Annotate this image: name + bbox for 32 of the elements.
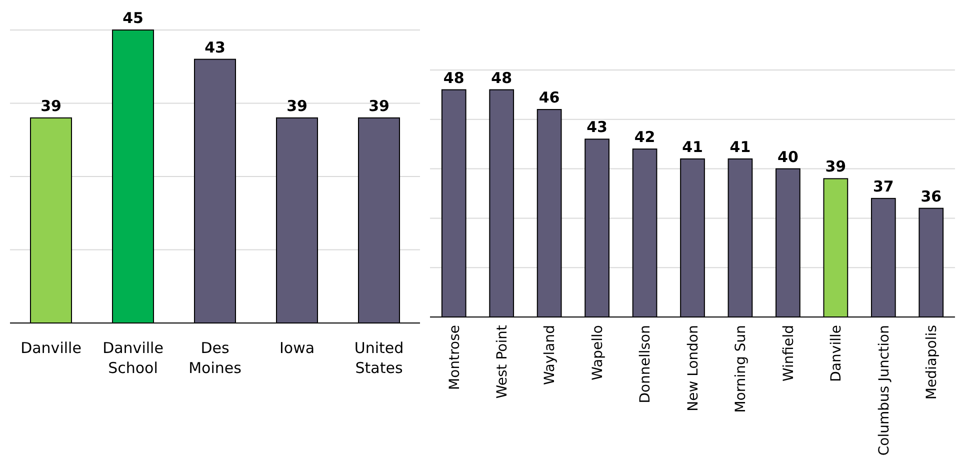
x-tick-label: Mediapolis (924, 325, 940, 400)
x-tick-label: West Point (494, 324, 510, 399)
x-tick-label: Iowa (279, 339, 315, 357)
data-label: 48 (443, 68, 464, 87)
x-tick-label: Danville (20, 339, 82, 357)
data-label: 46 (538, 88, 560, 107)
data-label: 40 (778, 148, 798, 166)
data-label: 43 (204, 38, 226, 56)
data-label: 39 (40, 96, 62, 115)
x-tick-label: New London (685, 325, 702, 412)
data-label: 41 (730, 138, 751, 156)
data-label: 41 (682, 138, 703, 156)
data-label: 43 (586, 118, 608, 136)
x-tick-label: Wapello (590, 325, 606, 380)
data-label: 48 (491, 68, 512, 87)
data-label: 39 (825, 158, 846, 176)
data-label: 39 (286, 96, 308, 115)
data-label: 36 (920, 187, 942, 206)
data-label: 42 (634, 128, 656, 146)
x-tick-label: Des Moines (188, 339, 242, 377)
x-tick-label: Columbus Junction (876, 325, 892, 456)
x-tick-label: Donnellson (638, 325, 654, 404)
x-tick-label: Montrose (446, 325, 463, 390)
data-label: 39 (368, 96, 390, 115)
x-tick-label: Wayland (542, 325, 558, 386)
x-tick-label: United States (354, 339, 404, 377)
data-label: 37 (872, 177, 894, 196)
data-label: 45 (122, 9, 144, 27)
x-tick-label: Danville School (102, 339, 164, 377)
x-tick-label: Danville (828, 325, 845, 382)
x-tick-label: Winfield (780, 325, 797, 382)
x-tick-label: Morning Sun (733, 325, 750, 413)
